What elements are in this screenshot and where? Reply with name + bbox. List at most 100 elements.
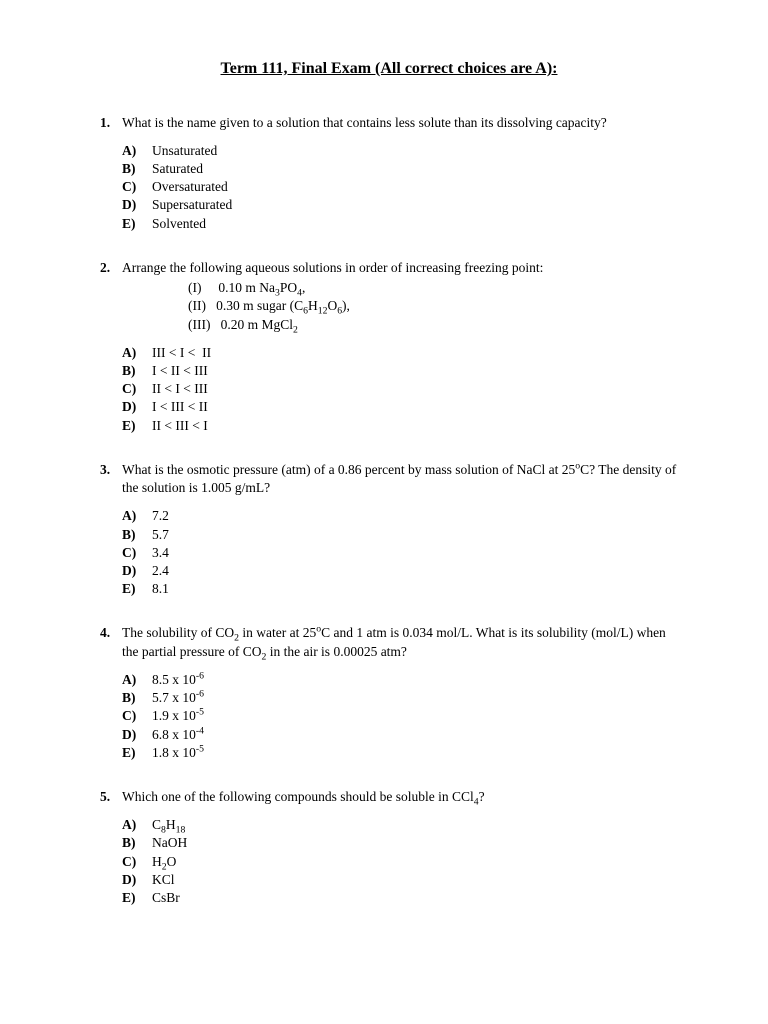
question-line: 4.The solubility of CO2 in water at 25oC… (100, 624, 678, 660)
choice: C)1.9 x 10-5 (122, 707, 678, 725)
choice: A)8.5 x 10-6 (122, 671, 678, 689)
choice-text: I < III < II (152, 398, 208, 416)
choice-text: H2O (152, 853, 176, 871)
page-title: Term 111, Final Exam (All correct choice… (100, 58, 678, 80)
choice-label: C) (122, 853, 152, 871)
choice-text: 7.2 (152, 507, 169, 525)
question-text: What is the name given to a solution tha… (122, 114, 678, 132)
choice-label: C) (122, 544, 152, 562)
questions-list: 1.What is the name given to a solution t… (100, 114, 678, 908)
choice-text: Unsaturated (152, 142, 217, 160)
choice-label: A) (122, 671, 152, 689)
choice-text: 6.8 x 10-4 (152, 726, 204, 744)
choice-text: III < I < II (152, 344, 211, 362)
choice-label: D) (122, 726, 152, 744)
question-line: 2.Arrange the following aqueous solution… (100, 259, 678, 277)
choice-label: E) (122, 889, 152, 907)
choice-label: A) (122, 142, 152, 160)
choices-list: A)UnsaturatedB)SaturatedC)OversaturatedD… (122, 142, 678, 233)
choice-label: D) (122, 398, 152, 416)
question-sub-lines: (I) 0.10 m Na3PO4,(II) 0.30 m sugar (C6H… (188, 279, 678, 334)
choice-label: B) (122, 160, 152, 178)
question-text: Which one of the following compounds sho… (122, 788, 678, 806)
choice-text: 8.1 (152, 580, 169, 598)
choice: A)Unsaturated (122, 142, 678, 160)
choice-text: 5.7 x 10-6 (152, 689, 204, 707)
choice: E)8.1 (122, 580, 678, 598)
choice-text: 2.4 (152, 562, 169, 580)
choice-text: 5.7 (152, 526, 169, 544)
choice-label: B) (122, 526, 152, 544)
choice-label: B) (122, 362, 152, 380)
choice-label: A) (122, 507, 152, 525)
question-sub-line: (I) 0.10 m Na3PO4, (188, 279, 678, 297)
question-line: 5.Which one of the following compounds s… (100, 788, 678, 806)
choice-text: 8.5 x 10-6 (152, 671, 204, 689)
question: 5.Which one of the following compounds s… (100, 788, 678, 907)
choice: E)CsBr (122, 889, 678, 907)
choice-text: Solvented (152, 215, 206, 233)
choice-label: D) (122, 871, 152, 889)
question-sub-line: (III) 0.20 m MgCl2 (188, 316, 678, 334)
choice-text: I < II < III (152, 362, 208, 380)
choice: D)2.4 (122, 562, 678, 580)
choice-label: D) (122, 562, 152, 580)
choice-text: II < III < I (152, 417, 208, 435)
choice-text: Saturated (152, 160, 203, 178)
question: 4.The solubility of CO2 in water at 25oC… (100, 624, 678, 762)
choice-label: A) (122, 816, 152, 834)
question-number: 2. (100, 259, 122, 277)
choice: D)6.8 x 10-4 (122, 726, 678, 744)
choice: B)NaOH (122, 834, 678, 852)
choice: B)Saturated (122, 160, 678, 178)
question-sub-line: (II) 0.30 m sugar (C6H12O6), (188, 297, 678, 315)
choice: E)Solvented (122, 215, 678, 233)
choice-text: NaOH (152, 834, 187, 852)
choice-text: CsBr (152, 889, 180, 907)
choice-text: C8H18 (152, 816, 185, 834)
question-text: Arrange the following aqueous solutions … (122, 259, 678, 277)
choice-text: Oversaturated (152, 178, 228, 196)
question: 2.Arrange the following aqueous solution… (100, 259, 678, 435)
choice-text: KCl (152, 871, 175, 889)
choice-text: 1.9 x 10-5 (152, 707, 204, 725)
choice-text: II < I < III (152, 380, 208, 398)
question-text: The solubility of CO2 in water at 25oC a… (122, 624, 678, 660)
choice-label: B) (122, 689, 152, 707)
choice-label: E) (122, 417, 152, 435)
question-number: 3. (100, 461, 122, 497)
choice-label: E) (122, 580, 152, 598)
question-number: 5. (100, 788, 122, 806)
choice-text: 3.4 (152, 544, 169, 562)
choice: B)5.7 (122, 526, 678, 544)
choice-label: C) (122, 178, 152, 196)
choices-list: A)III < I < IIB)I < II < IIIC)II < I < I… (122, 344, 678, 435)
question-number: 1. (100, 114, 122, 132)
choice: D)KCl (122, 871, 678, 889)
choice: C)Oversaturated (122, 178, 678, 196)
question-number: 4. (100, 624, 122, 660)
choice: A)C8H18 (122, 816, 678, 834)
choice-text: 1.8 x 10-5 (152, 744, 204, 762)
choices-list: A)C8H18B)NaOHC)H2OD)KClE)CsBr (122, 816, 678, 907)
choices-list: A)8.5 x 10-6B)5.7 x 10-6C)1.9 x 10-5D)6.… (122, 671, 678, 762)
choice-label: C) (122, 707, 152, 725)
choice-label: C) (122, 380, 152, 398)
choice: B)I < II < III (122, 362, 678, 380)
choice: D)Supersaturated (122, 196, 678, 214)
choice: E)II < III < I (122, 417, 678, 435)
choice: C)H2O (122, 853, 678, 871)
choice: C)II < I < III (122, 380, 678, 398)
choice: A)7.2 (122, 507, 678, 525)
choices-list: A)7.2B)5.7C)3.4D)2.4E)8.1 (122, 507, 678, 598)
choice-label: A) (122, 344, 152, 362)
question: 1.What is the name given to a solution t… (100, 114, 678, 233)
choice: C)3.4 (122, 544, 678, 562)
choice: D)I < III < II (122, 398, 678, 416)
choice-label: E) (122, 215, 152, 233)
question-text: What is the osmotic pressure (atm) of a … (122, 461, 678, 497)
question: 3.What is the osmotic pressure (atm) of … (100, 461, 678, 599)
choice: A)III < I < II (122, 344, 678, 362)
choice-label: E) (122, 744, 152, 762)
choice: E)1.8 x 10-5 (122, 744, 678, 762)
